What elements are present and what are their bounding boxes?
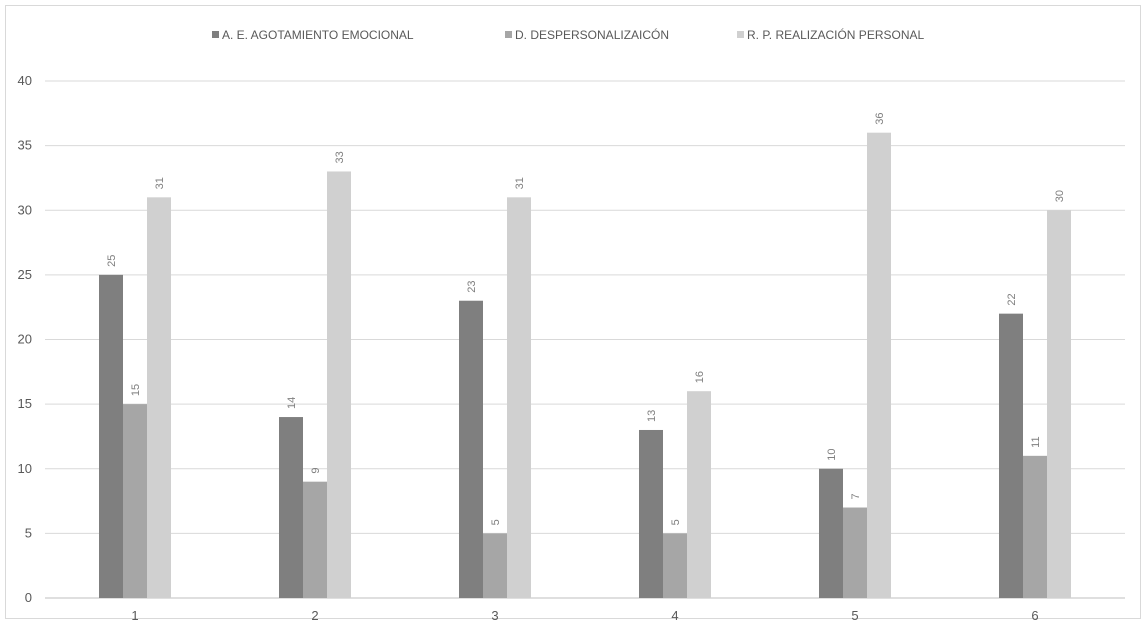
y-tick-label: 25 bbox=[18, 267, 32, 282]
y-tick-label: 0 bbox=[25, 590, 32, 605]
legend-label: R. P. REALIZACIÓN PERSONAL bbox=[747, 27, 924, 42]
bar-series-2 bbox=[123, 404, 147, 598]
bar-series-3 bbox=[687, 391, 711, 598]
data-label: 11 bbox=[1030, 436, 1042, 447]
data-label: 31 bbox=[154, 177, 166, 189]
data-label: 14 bbox=[286, 397, 298, 409]
data-label: 31 bbox=[514, 177, 526, 189]
data-label: 22 bbox=[1006, 293, 1018, 305]
data-label: 7 bbox=[850, 493, 862, 499]
legend-label: A. E. AGOTAMIENTO EMOCIONAL bbox=[222, 28, 414, 42]
x-tick-label: 2 bbox=[311, 608, 318, 622]
data-label: 5 bbox=[490, 519, 502, 525]
legend-label: D. DESPERSONALIZAICÓN bbox=[515, 27, 669, 42]
y-tick-label: 10 bbox=[18, 461, 32, 476]
bar-series-2 bbox=[1023, 455, 1047, 598]
legend-swatch-series-1 bbox=[212, 31, 219, 38]
bar-series-2 bbox=[843, 507, 867, 598]
bar-series-3 bbox=[867, 132, 891, 598]
data-label: 33 bbox=[334, 151, 346, 163]
x-tick-label: 3 bbox=[491, 608, 498, 622]
x-tick-label: 4 bbox=[671, 608, 678, 622]
bar-series-1 bbox=[819, 468, 843, 598]
x-tick-label: 5 bbox=[851, 608, 858, 622]
bar-series-2 bbox=[303, 481, 327, 598]
bar-series-3 bbox=[1047, 210, 1071, 598]
bar-series-1 bbox=[999, 313, 1023, 598]
data-label: 36 bbox=[874, 112, 886, 124]
data-label: 30 bbox=[1054, 190, 1066, 202]
y-tick-label: 35 bbox=[18, 138, 32, 153]
y-tick-label: 30 bbox=[18, 202, 32, 217]
x-tick-label: 1 bbox=[131, 608, 138, 622]
y-tick-label: 5 bbox=[25, 525, 32, 540]
bar-series-2 bbox=[663, 533, 687, 598]
bar-series-1 bbox=[279, 417, 303, 598]
bar-series-3 bbox=[327, 171, 351, 598]
data-label: 16 bbox=[694, 371, 706, 383]
data-label: 15 bbox=[130, 384, 142, 396]
bar-series-1 bbox=[459, 300, 483, 598]
bar-series-1 bbox=[639, 429, 663, 598]
bar-series-3 bbox=[147, 197, 171, 598]
chart-frame bbox=[5, 5, 1141, 619]
bar-series-3 bbox=[507, 197, 531, 598]
x-tick-label: 6 bbox=[1031, 608, 1038, 622]
data-label: 23 bbox=[466, 280, 478, 292]
data-label: 9 bbox=[310, 468, 322, 474]
bar-series-1 bbox=[99, 274, 123, 598]
y-tick-label: 20 bbox=[18, 332, 32, 347]
legend-swatch-series-3 bbox=[737, 31, 744, 38]
legend-swatch-series-2 bbox=[505, 31, 512, 38]
data-label: 5 bbox=[670, 519, 682, 525]
data-label: 13 bbox=[646, 410, 658, 422]
bar-series-2 bbox=[483, 533, 507, 598]
data-label: 10 bbox=[826, 449, 838, 461]
y-tick-label: 15 bbox=[18, 396, 32, 411]
data-label: 25 bbox=[106, 255, 118, 267]
y-tick-label: 40 bbox=[18, 73, 32, 88]
